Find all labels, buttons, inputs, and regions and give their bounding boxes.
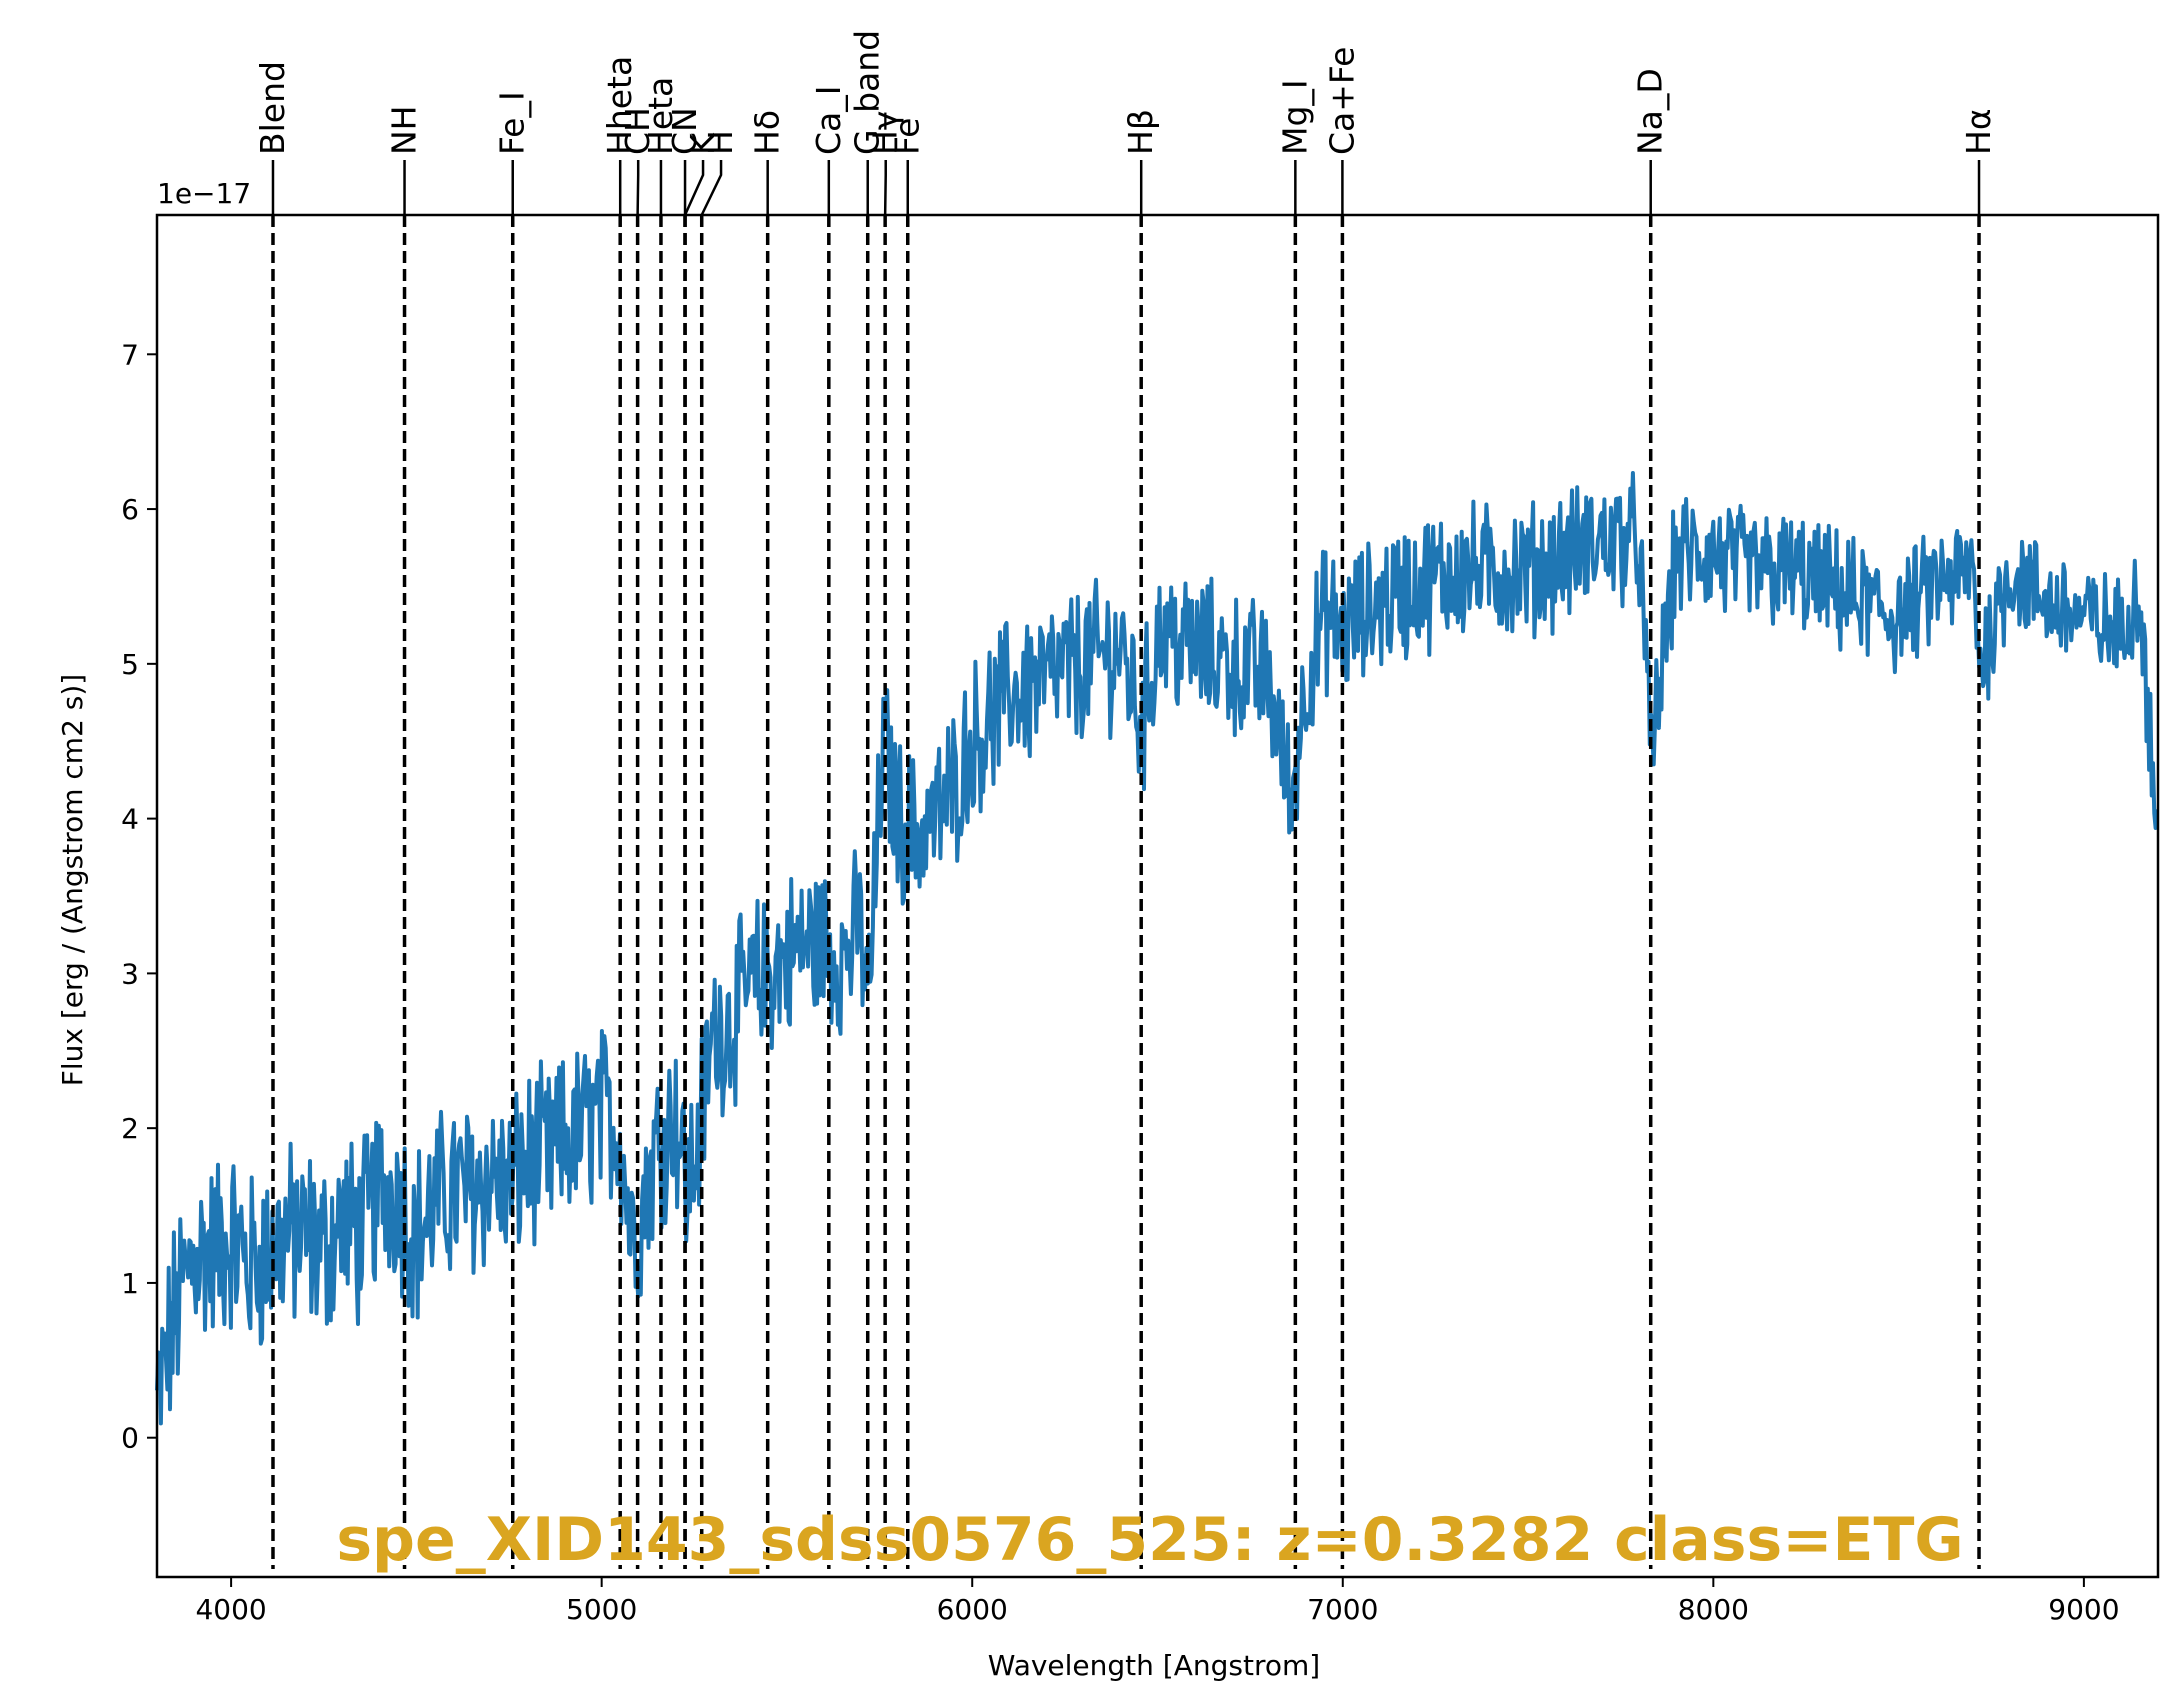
y-tick-label: 0 [121, 1422, 139, 1455]
y-tick-label: 4 [121, 803, 139, 836]
line-label: NH [385, 106, 424, 156]
line-label: Ca_I [809, 86, 848, 156]
x-tick-label: 7000 [1307, 1593, 1378, 1626]
line-leader [636, 160, 640, 216]
y-tick-label: 3 [121, 957, 139, 990]
line-label: Na_D [1631, 68, 1670, 155]
y-tick-label: 1 [121, 1267, 139, 1300]
y-tick-label: 5 [121, 648, 139, 681]
line-label: Hγ [866, 111, 905, 155]
line-label: H [701, 130, 740, 155]
spectrum-series-line [155, 471, 2159, 1426]
line-label: Hβ [1121, 109, 1160, 155]
x-tick-label: 9000 [2048, 1593, 2119, 1626]
line-label: Blend [253, 61, 292, 155]
line-label: Heta [641, 77, 680, 155]
line-label: G_band [848, 30, 887, 155]
line-leader [700, 160, 723, 216]
axes: 4000 5000 6000 7000 8000 9000 0 1 2 3 4 5 6 7 [121, 213, 2160, 1626]
line-leader [683, 160, 705, 216]
line-label: Hδ [748, 110, 787, 155]
line-label: Fe [888, 118, 927, 155]
x-tick-label: 8000 [1678, 1593, 1749, 1626]
y-tick-label: 2 [121, 1112, 139, 1145]
line-label: K [683, 132, 722, 155]
line-label: Fe_I [493, 91, 532, 155]
y-offset-text: 1e−17 [157, 177, 251, 210]
y-axis-label: Flux [erg / (Angstrom cm2 s)] [56, 674, 89, 1086]
x-tick-label: 5000 [566, 1593, 637, 1626]
line-label: CN [665, 107, 704, 155]
class-annotation: spe_XID143_sdss0576_525: z=0.3282 class=… [336, 1505, 1963, 1575]
y-tick-label: 7 [121, 338, 139, 371]
line-label: Ca+Fe [1322, 47, 1361, 155]
y-tick-label: 6 [121, 493, 139, 526]
line-label: Hheta [600, 56, 639, 155]
line-leader [883, 160, 887, 216]
x-tick-label: 4000 [195, 1593, 266, 1626]
plot-area [155, 471, 2159, 1426]
x-tick-label: 6000 [937, 1593, 1008, 1626]
line-label: Mg_I [1275, 79, 1314, 155]
line-label: CH [618, 107, 657, 155]
line-label: Hα [1959, 108, 1998, 155]
x-axis-label: Wavelength [Angstrom] [988, 1649, 1320, 1682]
axes-frame [155, 213, 2160, 1579]
